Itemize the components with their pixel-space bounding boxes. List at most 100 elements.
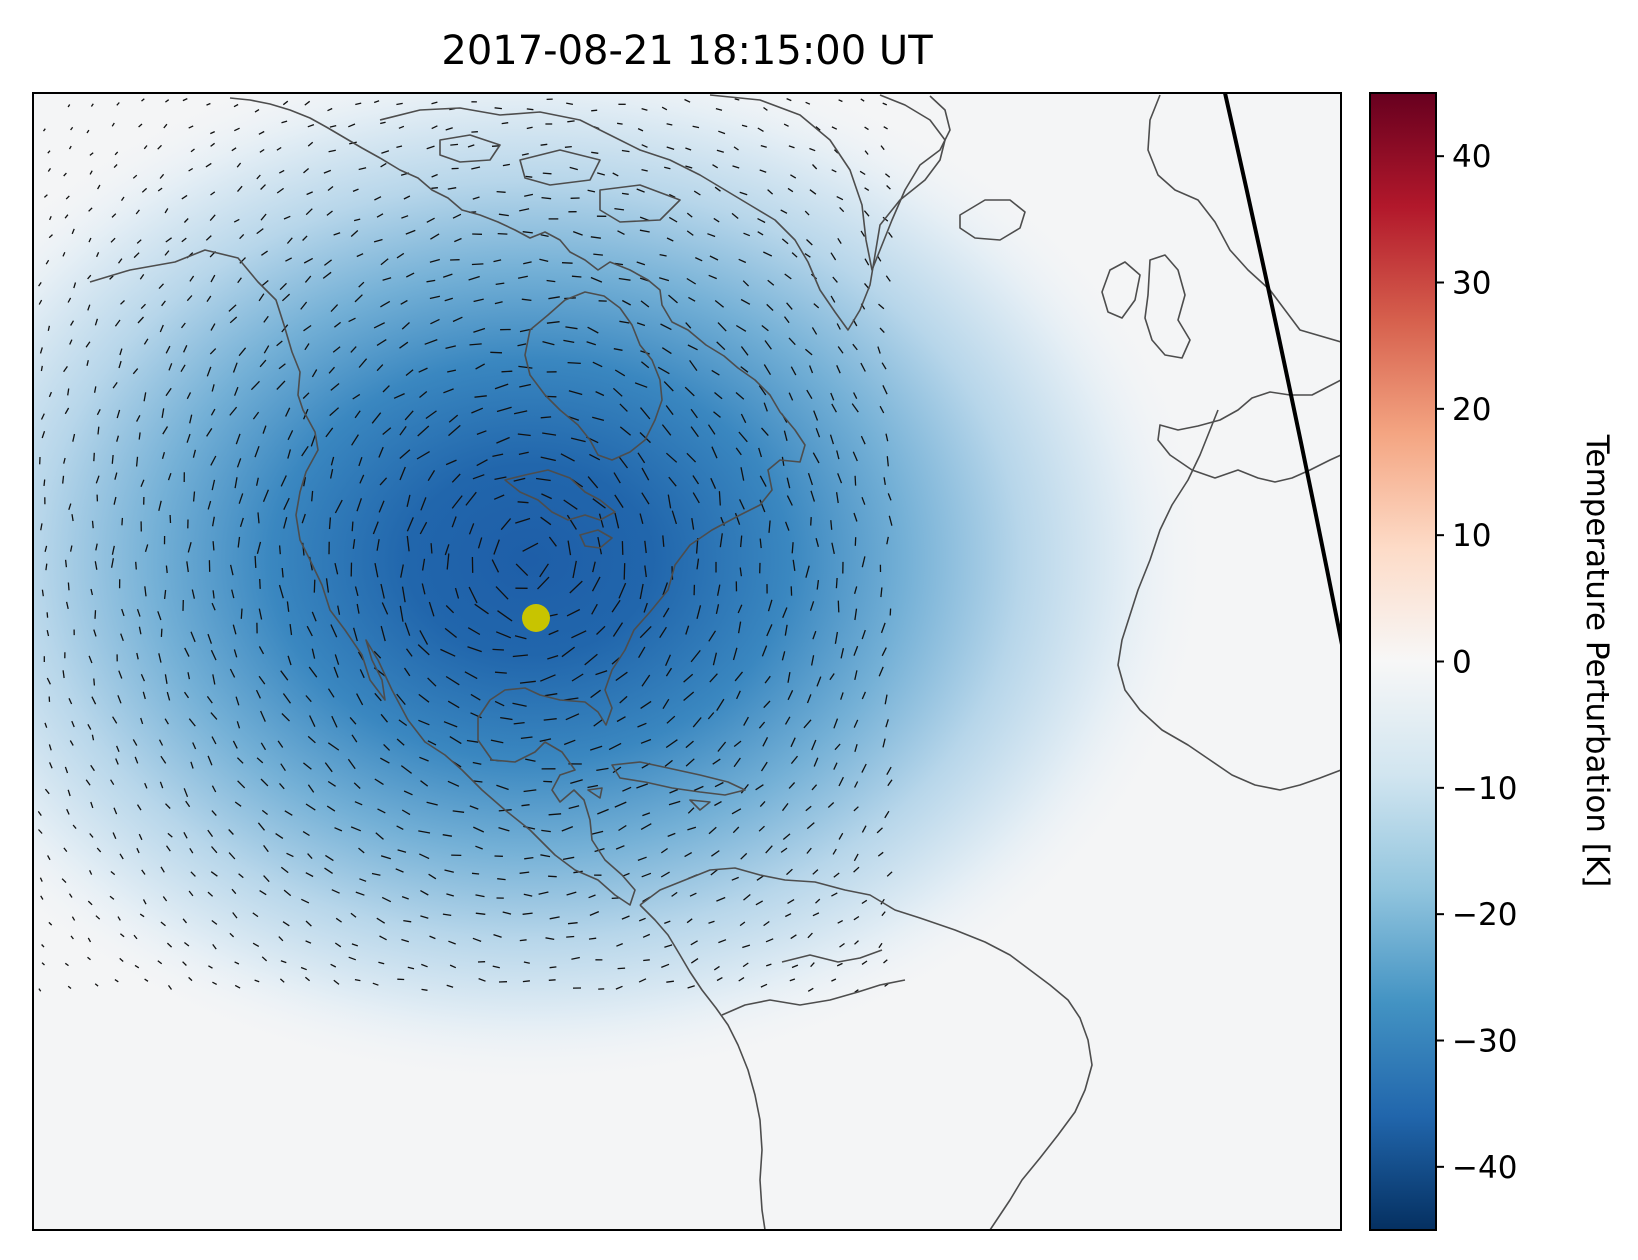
- wind-vector: [492, 453, 504, 458]
- wind-vector: [759, 538, 762, 549]
- wind-vector: [497, 232, 508, 235]
- wind-vector: [733, 146, 739, 151]
- wind-vector: [261, 250, 268, 256]
- wind-vector: [138, 123, 143, 128]
- wind-vector: [714, 801, 722, 807]
- wind-vector: [114, 472, 118, 480]
- wind-vector: [396, 102, 403, 106]
- wind-vector: [663, 381, 674, 392]
- wind-vector: [500, 716, 513, 721]
- wind-vector: [228, 852, 236, 860]
- wind-vector: [89, 870, 93, 875]
- wind-vector: [373, 100, 380, 104]
- wind-vector: [395, 868, 404, 873]
- wind-vector: [350, 230, 359, 237]
- wind-vector: [138, 432, 141, 440]
- wind-vector: [382, 427, 392, 436]
- wind-vector: [764, 675, 771, 684]
- wind-vector: [138, 626, 142, 635]
- wind-vector: [734, 512, 741, 525]
- wind-vector: [258, 130, 265, 135]
- wind-vector: [741, 124, 748, 128]
- wind-vector: [287, 655, 292, 666]
- wind-vector: [334, 827, 343, 832]
- wind-vector: [686, 212, 693, 218]
- wind-vector: [685, 625, 690, 635]
- wind-vector: [568, 390, 583, 396]
- wind-vector: [136, 804, 142, 811]
- wind-vector: [806, 847, 812, 854]
- wind-vector: [190, 871, 196, 877]
- wind-vector: [739, 499, 745, 510]
- wind-vector: [161, 300, 166, 307]
- wind-vector: [622, 872, 630, 877]
- wind-vector: [188, 167, 194, 172]
- wind-vector: [67, 789, 71, 797]
- wind-vector: [563, 339, 575, 344]
- wind-vector: [212, 541, 215, 551]
- wind-vector: [883, 477, 886, 486]
- wind-vector: [853, 866, 860, 873]
- wind-vector: [615, 985, 623, 990]
- wind-vector: [116, 102, 120, 106]
- wind-vector: [717, 322, 727, 332]
- wind-vector: [39, 877, 43, 882]
- wind-vector: [642, 933, 651, 938]
- wind-vector: [812, 452, 820, 464]
- wind-vector: [566, 102, 574, 106]
- wind-vector: [597, 172, 605, 176]
- wind-vector: [810, 490, 816, 502]
- wind-vector: [90, 103, 94, 107]
- wind-vector: [540, 143, 548, 146]
- wind-vector: [164, 718, 169, 725]
- wind-vector: [787, 690, 794, 701]
- wind-vector: [210, 274, 216, 283]
- wind-vector: [569, 166, 578, 171]
- wind-vector: [451, 516, 457, 528]
- wind-vector: [114, 151, 119, 156]
- wind-vector: [281, 120, 288, 124]
- wind-vector: [323, 169, 332, 174]
- wind-vector: [815, 427, 821, 438]
- wind-vector: [404, 410, 414, 421]
- wind-vector: [838, 832, 844, 840]
- wind-vector: [237, 277, 242, 284]
- wind-vector: [258, 675, 266, 685]
- wind-vector: [209, 214, 216, 222]
- wind-vector: [473, 826, 485, 833]
- wind-vector: [207, 829, 214, 837]
- wind-vector: [707, 712, 715, 720]
- wind-vector: [111, 454, 114, 464]
- wind-vector: [830, 252, 837, 261]
- wind-vector: [399, 341, 409, 349]
- wind-vector: [614, 494, 624, 508]
- wind-vector: [400, 299, 408, 305]
- wind-vector: [261, 809, 268, 816]
- wind-vector: [284, 810, 293, 816]
- wind-vector: [259, 148, 265, 153]
- wind-vector: [716, 584, 721, 596]
- wind-vector: [831, 978, 837, 982]
- wind-vector: [419, 853, 430, 860]
- wind-vector: [238, 873, 244, 879]
- wind-vector: [540, 234, 549, 238]
- wind-vector: [300, 966, 307, 971]
- wind-vector: [276, 340, 283, 347]
- wind-vector: [331, 715, 338, 728]
- wind-vector: [259, 578, 261, 589]
- wind-vector: [44, 722, 48, 728]
- wind-vector: [837, 346, 844, 354]
- wind-vector: [812, 630, 817, 640]
- wind-vector: [886, 185, 891, 190]
- wind-vector: [420, 890, 429, 896]
- wind-vector: [538, 891, 549, 895]
- wind-vector: [304, 343, 310, 351]
- wind-vector: [786, 477, 791, 489]
- wind-vector: [833, 149, 839, 154]
- wind-vector: [352, 627, 358, 642]
- wind-vector: [96, 252, 100, 258]
- wind-vector: [876, 827, 883, 834]
- wind-vector: [210, 131, 215, 135]
- wind-vector: [523, 789, 537, 793]
